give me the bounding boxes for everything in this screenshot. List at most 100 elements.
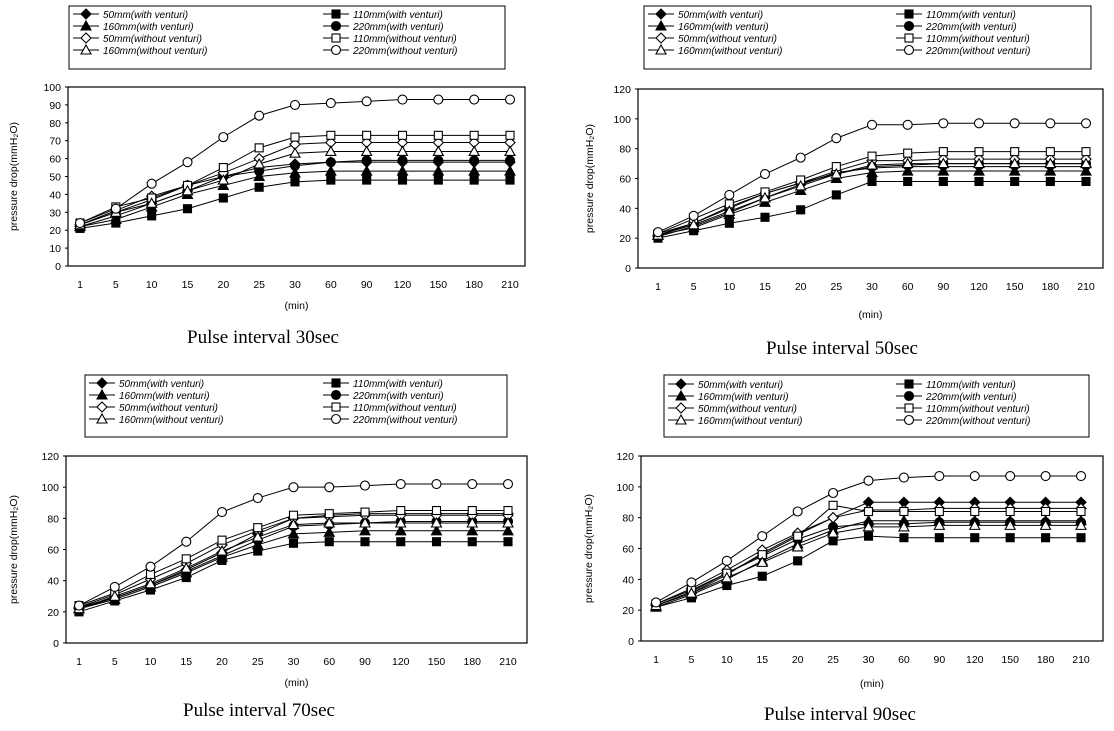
data-point — [903, 120, 912, 129]
data-point — [725, 219, 733, 227]
data-point — [828, 513, 838, 523]
data-point — [326, 158, 335, 167]
legend-label: 110mm(with venturi) — [926, 10, 1016, 21]
data-point — [361, 508, 369, 516]
data-point — [1010, 119, 1019, 128]
legend-label: 220mm(with venturi) — [352, 391, 444, 402]
data-point — [865, 532, 873, 540]
legend-marker — [905, 416, 914, 425]
data-point — [506, 131, 514, 139]
data-point — [289, 483, 298, 492]
y-axis-label: pressure drop(mmH₂O) — [8, 495, 20, 604]
data-point — [147, 179, 156, 188]
data-point — [397, 507, 405, 515]
data-point — [255, 144, 263, 152]
data-point — [506, 95, 515, 104]
data-point — [975, 148, 983, 156]
legend-label: 110mm(with venturi) — [353, 10, 443, 21]
legend-marker — [332, 46, 341, 55]
x-tick-label: 20 — [792, 654, 804, 666]
y-tick-label: 100 — [613, 114, 631, 126]
legend-label: 50mm(without venturi) — [119, 403, 218, 414]
data-point — [975, 119, 984, 128]
data-point — [219, 164, 227, 172]
data-point — [398, 95, 407, 104]
legend-label: 110mm(without venturi) — [926, 404, 1030, 415]
legend-label: 50mm(with venturi) — [698, 380, 783, 391]
x-tick-label: 210 — [499, 656, 517, 668]
data-point — [868, 177, 876, 185]
y-tick-label: 20 — [619, 233, 631, 245]
data-point — [255, 111, 264, 120]
data-point — [182, 555, 190, 563]
data-point — [865, 508, 873, 516]
data-point — [1082, 177, 1090, 185]
x-tick-label: 180 — [1042, 281, 1060, 293]
x-tick-label: 1 — [77, 279, 83, 291]
data-point — [290, 539, 298, 547]
legend-label: 110mm(without venturi) — [926, 34, 1030, 45]
data-point — [110, 582, 119, 591]
data-point — [434, 176, 442, 184]
x-tick-label: 20 — [795, 281, 807, 293]
data-point — [75, 601, 84, 610]
data-point — [971, 534, 979, 542]
data-point — [470, 176, 478, 184]
data-point — [1082, 119, 1091, 128]
data-point — [970, 472, 979, 481]
legend-label: 110mm(without venturi) — [353, 403, 457, 414]
x-tick-label: 90 — [933, 654, 945, 666]
series-line — [80, 180, 510, 228]
x-tick-label: 25 — [827, 654, 839, 666]
data-point — [689, 211, 698, 220]
y-tick-label: 100 — [616, 482, 634, 494]
legend-marker — [905, 34, 913, 42]
series-line — [79, 542, 508, 612]
x-tick-label: 1 — [76, 656, 82, 668]
data-point — [325, 538, 333, 546]
data-point — [361, 538, 369, 546]
legend-label: 160mm(without venturi) — [698, 416, 802, 427]
legend-marker — [905, 404, 913, 412]
legend-marker — [332, 403, 340, 411]
data-point — [1042, 508, 1050, 516]
x-tick-label: 15 — [182, 279, 194, 291]
data-point — [935, 508, 943, 516]
data-point — [939, 177, 947, 185]
data-point — [184, 205, 192, 213]
data-point — [687, 578, 696, 587]
chart-caption: Pulse interval 70sec — [183, 700, 335, 721]
data-point — [396, 480, 405, 489]
data-point — [904, 149, 912, 157]
data-point — [864, 476, 873, 485]
y-tick-label: 0 — [625, 263, 631, 275]
data-point — [654, 228, 663, 237]
legend-label: 220mm(with venturi) — [925, 392, 1017, 403]
data-point — [725, 190, 734, 199]
legend-label: 160mm(with venturi) — [698, 392, 789, 403]
y-tick-label: 40 — [619, 203, 631, 215]
x-tick-label: 120 — [392, 656, 410, 668]
x-tick-label: 25 — [253, 279, 265, 291]
data-point — [325, 510, 333, 518]
legend-marker — [332, 34, 340, 42]
data-point — [432, 480, 441, 489]
legend-label: 220mm(without venturi) — [925, 416, 1030, 427]
legend-label: 160mm(with venturi) — [678, 22, 769, 33]
y-tick-label: 30 — [49, 207, 61, 219]
y-tick-label: 0 — [53, 638, 59, 650]
legend-label: 220mm(without venturi) — [925, 46, 1030, 57]
chart-panel: 01020304050607080901001 5 10 15 20 25 30 60 90 12… — [8, 6, 525, 348]
data-point — [904, 177, 912, 185]
y-tick-label: 70 — [49, 136, 61, 148]
y-tick-label: 20 — [47, 607, 59, 619]
legend-label: 110mm(without venturi) — [353, 34, 457, 45]
y-tick-label: 80 — [49, 118, 61, 130]
y-tick-label: 40 — [622, 574, 634, 586]
legend-label: 50mm(with venturi) — [678, 10, 763, 21]
x-tick-label: 210 — [1077, 281, 1095, 293]
y-axis-label: pressure drop(mmH₂O) — [8, 122, 20, 231]
data-point — [111, 204, 120, 213]
y-tick-label: 80 — [47, 513, 59, 525]
x-axis-label: (min) — [285, 677, 309, 689]
